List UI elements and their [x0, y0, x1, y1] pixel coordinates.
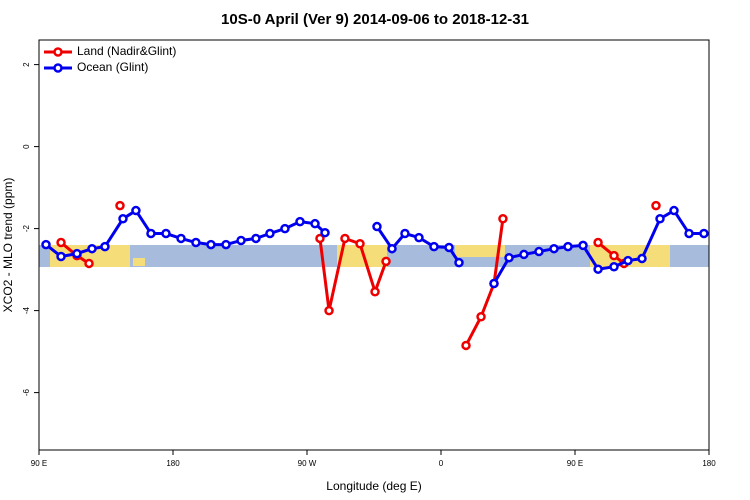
point [461, 340, 471, 351]
point [578, 240, 588, 251]
y-tick-label: -2 [22, 224, 31, 232]
point [320, 227, 330, 238]
point [429, 241, 439, 252]
point [236, 235, 246, 246]
point [115, 200, 125, 211]
point [206, 239, 216, 250]
point [381, 256, 391, 267]
point [593, 237, 603, 248]
point [651, 200, 661, 211]
x-tick-label: 90 E [567, 459, 583, 468]
legend-marker [53, 47, 63, 57]
point [56, 251, 66, 262]
point [41, 239, 51, 250]
x-tick-label: 180 [166, 459, 180, 468]
point [400, 228, 410, 239]
point [221, 239, 231, 250]
point [549, 243, 559, 254]
point [387, 243, 397, 254]
point [315, 233, 325, 244]
point [191, 237, 201, 248]
point [176, 233, 186, 244]
point [310, 218, 320, 229]
point [563, 241, 573, 252]
x-tick-label: 0 [439, 459, 444, 468]
point [498, 214, 508, 224]
point [56, 237, 66, 248]
point [146, 228, 156, 239]
point [251, 233, 261, 244]
point [340, 233, 350, 244]
point [118, 214, 128, 224]
chart-title: 10S-0 April (Ver 9) 2014-09-06 to 2018-1… [221, 11, 529, 28]
point [72, 248, 82, 259]
legend-marker [53, 63, 63, 73]
x-tick-label: 90 E [31, 459, 47, 468]
y-tick-label: -4 [22, 306, 31, 314]
point [609, 250, 619, 261]
point [623, 255, 633, 266]
y-tick-label: -6 [22, 388, 31, 396]
point [84, 258, 94, 269]
point [519, 249, 529, 260]
point [637, 253, 647, 264]
point [265, 228, 275, 239]
y-tick-label: 0 [22, 144, 31, 149]
point [414, 232, 424, 243]
series-line [61, 206, 656, 346]
y-tick-label: 2 [22, 62, 31, 67]
point [684, 228, 694, 239]
point [372, 221, 382, 232]
point [280, 223, 290, 234]
point [699, 228, 709, 239]
plot-frame [38, 39, 710, 451]
land-strip [50, 245, 670, 267]
point [669, 205, 679, 216]
y-axis-label: XCO2 - MLO trend (ppm) [1, 178, 15, 313]
legend-label: Ocean (Glint) [77, 60, 148, 74]
point [609, 261, 619, 272]
point [593, 264, 603, 274]
point [444, 242, 454, 253]
point [87, 243, 97, 254]
point [476, 312, 486, 322]
point [655, 214, 665, 224]
point [504, 252, 514, 263]
point [355, 239, 365, 249]
x-tick-label: 180 [702, 459, 716, 468]
point [161, 228, 171, 239]
point [131, 205, 141, 216]
x-tick-label: 90 W [298, 459, 317, 468]
point [295, 216, 305, 227]
point [489, 278, 499, 289]
point [100, 241, 110, 252]
legend-label: Land (Nadir&Glint) [77, 44, 176, 58]
point [454, 257, 464, 268]
x-axis-label: Longitude (deg E) [326, 479, 421, 493]
point [534, 246, 544, 257]
point [370, 286, 380, 297]
point [324, 305, 334, 316]
